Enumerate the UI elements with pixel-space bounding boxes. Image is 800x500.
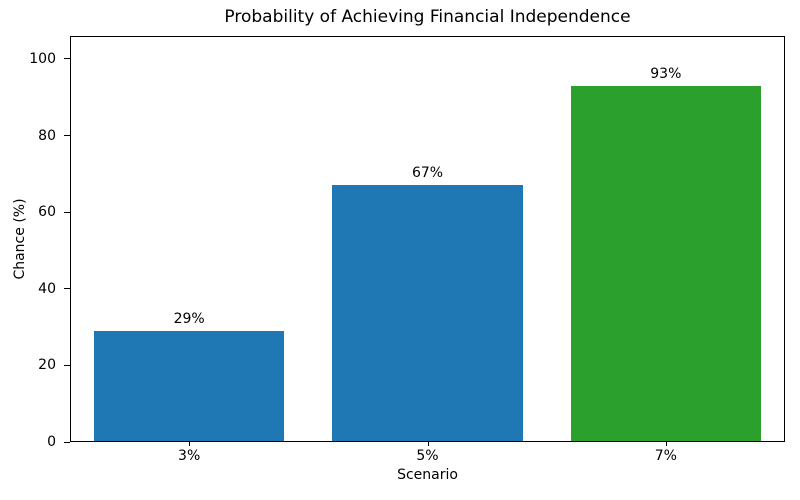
y-tick-label: 40 xyxy=(38,280,56,297)
y-tick-mark xyxy=(64,135,70,137)
chart-title: Probability of Achieving Financial Indep… xyxy=(224,7,631,27)
y-tick-label: 60 xyxy=(38,204,56,221)
x-tick-mark xyxy=(189,442,191,446)
bar xyxy=(93,330,285,441)
x-tick-label: 7% xyxy=(654,448,677,464)
x-tick-mark xyxy=(427,442,429,446)
bar-value-label: 29% xyxy=(173,310,205,327)
y-tick-mark xyxy=(64,58,70,60)
y-tick-label: 100 xyxy=(29,50,56,67)
bar xyxy=(570,85,762,441)
y-tick-label: 80 xyxy=(38,127,56,144)
x-axis-label: Scenario xyxy=(397,467,458,483)
y-tick-mark xyxy=(64,211,70,213)
x-tick-label: 5% xyxy=(416,448,439,464)
x-tick-mark xyxy=(665,442,667,446)
bar-value-label: 67% xyxy=(411,165,444,182)
y-tick-label: 20 xyxy=(38,357,56,374)
bar-value-label: 93% xyxy=(650,65,682,82)
bar xyxy=(332,185,523,441)
y-tick-label: 0 xyxy=(47,434,56,450)
y-tick-mark xyxy=(64,441,70,443)
y-tick-mark xyxy=(64,364,70,366)
y-tick-mark xyxy=(64,288,70,290)
x-tick-label: 3% xyxy=(178,448,201,464)
